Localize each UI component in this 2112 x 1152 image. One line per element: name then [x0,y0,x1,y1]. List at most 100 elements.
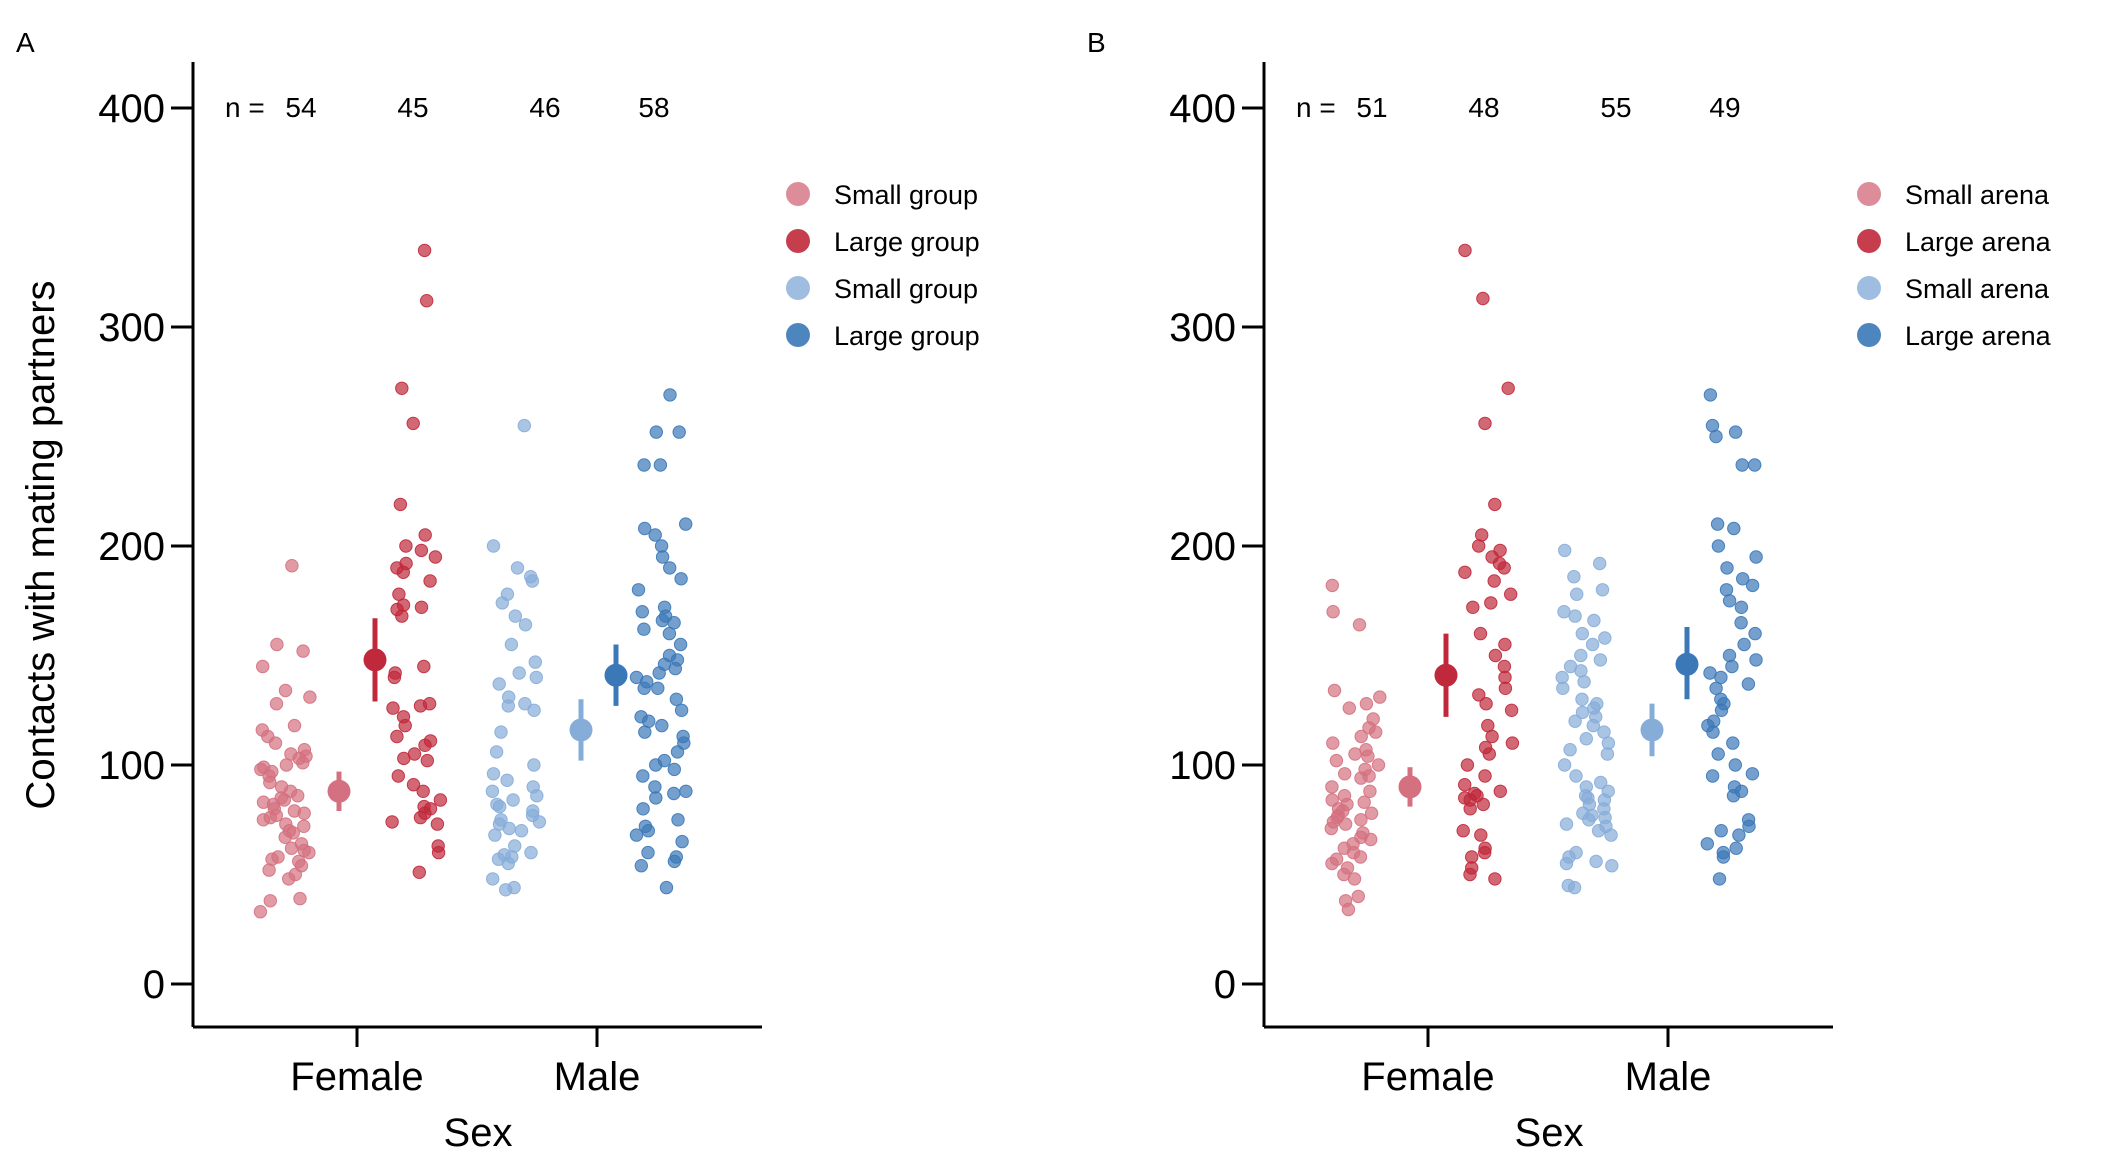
data-point [1338,767,1352,781]
data-point [653,458,668,472]
data-point [1347,872,1362,886]
data-point [527,758,541,772]
data-point [1714,670,1728,685]
data-point [297,819,311,833]
data-point [414,543,429,558]
panel-b-x-axis-title: Sex [1515,1111,1584,1152]
data-point [1594,775,1608,790]
data-point [1719,583,1734,597]
legend-marker [1857,229,1881,253]
data-point [1711,747,1725,761]
legend-label: Small group [834,274,978,304]
data-point [501,856,515,871]
data-point [406,778,421,792]
panel-b-y-tick-label: 400 [1169,87,1236,131]
data-point [1504,587,1518,601]
data-point [418,738,432,752]
data-point [396,565,410,579]
panel-b-series-0 [1324,578,1422,917]
data-point [1460,758,1475,772]
data-point [648,780,662,794]
data-point [1466,600,1480,614]
data-point [279,758,294,772]
data-point [1498,681,1513,695]
data-point [518,618,533,632]
data-point [406,416,420,431]
data-point [418,528,432,542]
legend-marker [1857,182,1881,206]
data-point [393,497,408,512]
data-point [1458,778,1472,792]
data-point [1325,780,1339,794]
data-point [1559,856,1574,871]
data-point [1700,837,1714,851]
data-point [501,699,515,713]
panel-b-n-count: 49 [1709,92,1740,123]
data-point [1595,583,1610,597]
data-point [1325,578,1339,593]
mean-point [604,663,628,687]
data-point [1591,824,1606,838]
data-point [296,756,310,770]
data-point [1725,659,1739,674]
data-point [641,845,655,860]
data-point [390,729,404,744]
data-point [391,769,405,783]
data-point [1338,817,1353,831]
panel-b: B0100200300400FemaleMaleSexContacts with… [1087,27,2052,1152]
data-point [291,789,305,803]
data-point [673,637,688,652]
data-point [655,550,670,564]
data-point [629,828,644,842]
data-point [492,677,506,691]
data-point [1488,497,1502,512]
data-point [423,574,437,588]
data-point [395,609,409,623]
data-point [1585,637,1600,652]
data-point [1326,815,1341,829]
data-point [1326,605,1340,619]
data-point [1364,806,1379,820]
data-point [530,789,544,803]
data-point [278,830,292,844]
data-point [262,863,276,877]
data-point [430,817,445,831]
data-point [671,813,685,827]
data-point [1569,769,1583,783]
legend-label: Small arena [1905,274,2050,304]
data-point [489,745,504,759]
data-point [1558,543,1572,558]
data-point [1484,596,1498,610]
panel-a-y-tick-label: 200 [98,525,165,569]
data-point [385,815,399,829]
data-point [1575,626,1589,641]
data-point [284,841,299,855]
data-point [672,425,686,439]
data-point [269,697,284,711]
data-point [1707,714,1721,728]
data-point [1474,828,1488,842]
data-point [638,521,652,536]
data-point [1325,856,1339,871]
data-point [1348,747,1362,761]
data-point [1479,697,1493,711]
data-point [1476,291,1490,306]
data-point [1458,243,1472,258]
data-point [1362,769,1376,783]
data-point [637,622,651,636]
data-point [1456,824,1470,838]
panel-a-n-count: 45 [397,92,428,123]
data-point [641,824,655,838]
data-point [1722,594,1737,608]
data-point [506,793,520,807]
data-point [263,775,277,790]
data-point [499,883,513,897]
panel-b-n-count: 51 [1356,92,1387,123]
panel-b-series-1 [1434,243,1520,886]
panel-b-n-count: 55 [1600,92,1631,123]
panel-a-x-axis-title: Sex [444,1111,513,1152]
data-point [285,559,299,573]
data-point [1556,681,1570,695]
data-point [1354,813,1368,827]
data-point [1369,725,1383,739]
